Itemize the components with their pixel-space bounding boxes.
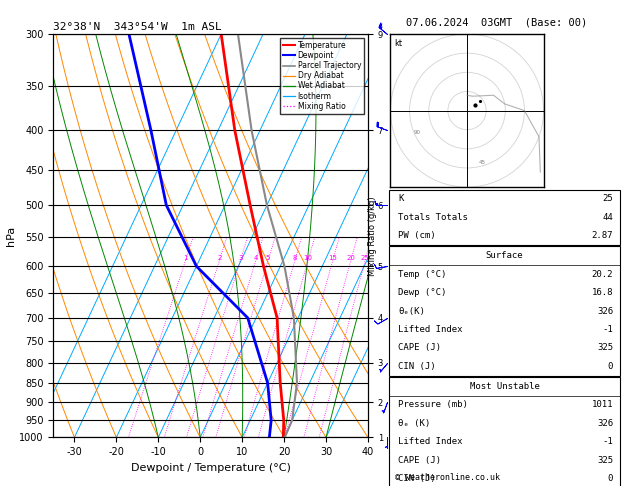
Text: 325: 325 [597,456,613,465]
Text: Mixing Ratio (g/kg): Mixing Ratio (g/kg) [368,196,377,276]
Text: 326: 326 [597,307,613,315]
Text: Lifted Index: Lifted Index [398,325,462,334]
Text: 4: 4 [253,255,258,260]
Text: 10: 10 [304,255,313,260]
Text: kt: kt [394,38,403,48]
Text: K: K [398,194,403,203]
Text: Surface: Surface [486,251,523,260]
Text: Lifted Index: Lifted Index [398,437,462,446]
Text: 07.06.2024  03GMT  (Base: 00): 07.06.2024 03GMT (Base: 00) [406,17,587,27]
Legend: Temperature, Dewpoint, Parcel Trajectory, Dry Adiabat, Wet Adiabat, Isotherm, Mi: Temperature, Dewpoint, Parcel Trajectory… [280,38,364,114]
Text: PW (cm): PW (cm) [398,231,436,240]
Y-axis label: hPa: hPa [6,226,16,246]
Text: CAPE (J): CAPE (J) [398,456,441,465]
Text: 0: 0 [608,474,613,483]
Text: CAPE (J): CAPE (J) [398,344,441,352]
Text: 32°38'N  343°54'W  1m ASL: 32°38'N 343°54'W 1m ASL [53,22,222,32]
Y-axis label: km
ASL: km ASL [399,225,417,246]
Text: Most Unstable: Most Unstable [469,382,540,391]
Text: θₑ(K): θₑ(K) [398,307,425,315]
X-axis label: Dewpoint / Temperature (°C): Dewpoint / Temperature (°C) [131,463,291,473]
Text: 0: 0 [608,362,613,371]
FancyBboxPatch shape [389,190,620,245]
Text: LCL: LCL [406,419,421,428]
Text: -1: -1 [603,437,613,446]
Text: CIN (J): CIN (J) [398,474,436,483]
Text: 326: 326 [597,419,613,428]
FancyBboxPatch shape [389,246,620,376]
Text: -1: -1 [603,325,613,334]
Text: θₑ (K): θₑ (K) [398,419,430,428]
Text: 5: 5 [266,255,270,260]
Text: 20: 20 [347,255,355,260]
Text: 2.87: 2.87 [592,231,613,240]
Text: 325: 325 [597,344,613,352]
Text: Totals Totals: Totals Totals [398,213,468,222]
Text: © weatheronline.co.uk: © weatheronline.co.uk [395,473,500,482]
Text: 1011: 1011 [592,400,613,409]
Text: 8: 8 [292,255,297,260]
Text: 45: 45 [479,160,486,165]
Text: 90: 90 [413,130,420,135]
Text: CIN (J): CIN (J) [398,362,436,371]
Text: 25: 25 [361,255,369,260]
Text: 15: 15 [328,255,337,260]
Text: 25: 25 [603,194,613,203]
FancyBboxPatch shape [389,377,620,486]
Text: 3: 3 [238,255,243,260]
Text: 16.8: 16.8 [592,288,613,297]
Text: 1: 1 [183,255,187,260]
Text: Temp (°C): Temp (°C) [398,270,447,278]
Text: Dewp (°C): Dewp (°C) [398,288,447,297]
Text: 2: 2 [217,255,221,260]
Text: Pressure (mb): Pressure (mb) [398,400,468,409]
Text: 20.2: 20.2 [592,270,613,278]
Text: 44: 44 [603,213,613,222]
